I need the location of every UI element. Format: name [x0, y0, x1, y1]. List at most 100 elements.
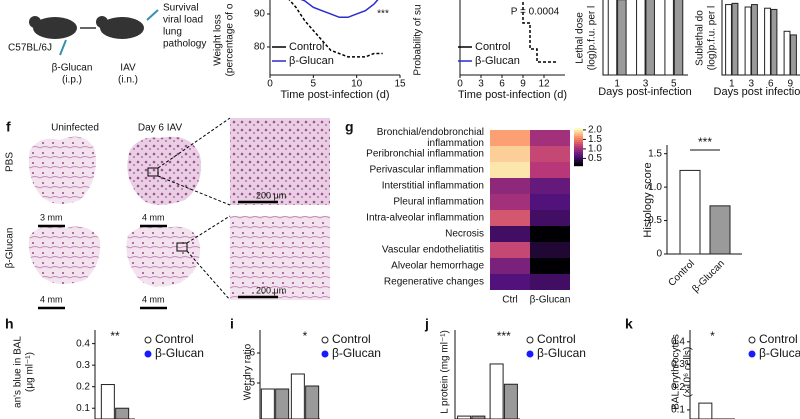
label: pathology	[163, 39, 206, 50]
series-line	[300, 0, 379, 19]
legend-marker	[321, 336, 329, 344]
row-label: Peribronchial inflammation	[366, 149, 484, 160]
y-tick-label: 0.4	[671, 336, 685, 347]
label: f	[6, 119, 11, 135]
heat-cell	[530, 242, 570, 258]
x-tick-label: 12	[538, 79, 550, 90]
heat-cell	[530, 194, 570, 210]
series-line	[288, 0, 383, 58]
colorbar-step	[574, 154, 583, 157]
significance: ***	[698, 135, 712, 149]
y-axis-label: BAL erythrocytes	[671, 334, 682, 410]
axis	[666, 145, 742, 255]
legend-label: Control	[155, 332, 194, 346]
x-tick-label: 3	[748, 79, 754, 90]
colorbar-step	[574, 148, 583, 151]
x-tick-label: 15	[394, 79, 406, 90]
y-tick-label: 0.1	[76, 403, 90, 414]
bar	[645, 0, 655, 76]
bar	[664, 0, 674, 76]
y-tick-label: 0.3	[671, 359, 685, 370]
legend-label: β-Glucan	[289, 55, 334, 67]
label: k	[625, 316, 633, 332]
x-tick-label: 3	[643, 79, 649, 90]
label: (i.p.)	[62, 75, 82, 86]
bar	[503, 383, 518, 419]
significance: **	[110, 329, 120, 343]
bar	[275, 388, 290, 419]
y-tick-label: 0.4	[76, 338, 90, 349]
label: Days post-infection	[598, 86, 692, 98]
bar	[770, 8, 778, 76]
bar	[679, 169, 701, 255]
bar	[489, 363, 504, 419]
x-tick-label: 6	[499, 79, 505, 90]
mouse-icons	[29, 9, 159, 56]
y-axis-label: an's blue in BAL	[13, 336, 24, 408]
y-axis-label: Lethal dose	[575, 12, 586, 64]
row-label: Alveolar hemorrhage	[391, 261, 484, 272]
label: IAV	[120, 63, 136, 74]
legend-label: Control	[289, 41, 324, 53]
heat-cell	[530, 210, 570, 226]
heat-cell	[490, 258, 530, 274]
y-axis-label: Histology score	[642, 162, 654, 237]
x-tick-label: 10	[351, 79, 363, 90]
histology-images	[28, 117, 330, 310]
colorbar-step	[574, 138, 583, 141]
x-tick-label: 9	[520, 79, 526, 90]
colorbar-step	[574, 162, 583, 165]
y-axis-label: Sublethal do	[695, 10, 706, 66]
y-tick-label: 0.1	[671, 405, 685, 416]
label: β-Glucan	[5, 228, 16, 269]
row-label: inflammation	[427, 138, 484, 149]
axis	[689, 330, 735, 419]
x-axis-label: Time post-infection (d)	[280, 89, 389, 101]
legend-label: Control	[332, 332, 371, 346]
heat-cell	[490, 242, 530, 258]
bar	[457, 415, 472, 419]
legend-label: β-Glucan	[759, 346, 800, 360]
legend-marker	[144, 350, 152, 358]
legend-marker	[144, 336, 152, 344]
scale-bar-label: 3 mm	[40, 212, 63, 222]
bar	[725, 4, 732, 76]
colorbar-step	[574, 132, 583, 135]
heat-cell	[530, 226, 570, 242]
x-tick-label: 3	[478, 79, 484, 90]
x-axis-label: Time post-infection (d)	[458, 89, 567, 101]
row-label: Bronchial/endobronchial	[377, 127, 484, 138]
bar	[764, 7, 771, 76]
heat-cell	[490, 274, 530, 290]
colorbar-step	[574, 146, 583, 149]
bar	[290, 373, 305, 419]
colorbar-step	[574, 134, 583, 137]
legend-marker	[748, 336, 756, 344]
bar	[790, 34, 797, 76]
heat-cell	[530, 258, 570, 274]
legend-label: Control	[759, 332, 798, 346]
colorbar-step	[574, 140, 583, 143]
label: Day 6 IAV	[138, 123, 183, 134]
bar	[100, 384, 115, 419]
label: Days post infection	[714, 86, 800, 98]
heat-cell	[490, 130, 530, 146]
heat-cell	[530, 130, 570, 146]
p-value: P = 0.0004	[511, 7, 560, 18]
bar	[636, 0, 646, 76]
row-label: Vascular endotheliatitis	[382, 245, 484, 256]
colorbar-label: 1.5	[588, 134, 602, 145]
colorbar-step	[574, 150, 583, 153]
scale-bar-label: 4 mm	[40, 294, 63, 304]
significance: *	[303, 329, 308, 343]
bar	[731, 2, 739, 76]
colorbar-step	[574, 160, 583, 163]
bar	[744, 6, 752, 76]
label: j	[424, 316, 429, 332]
colorbar-label: 1.0	[588, 144, 602, 155]
bar	[673, 0, 684, 76]
bar	[471, 415, 486, 419]
label: Uninfected	[51, 123, 99, 134]
y-axis-label: Weight loss	[213, 14, 224, 66]
significance: ***	[497, 329, 511, 343]
